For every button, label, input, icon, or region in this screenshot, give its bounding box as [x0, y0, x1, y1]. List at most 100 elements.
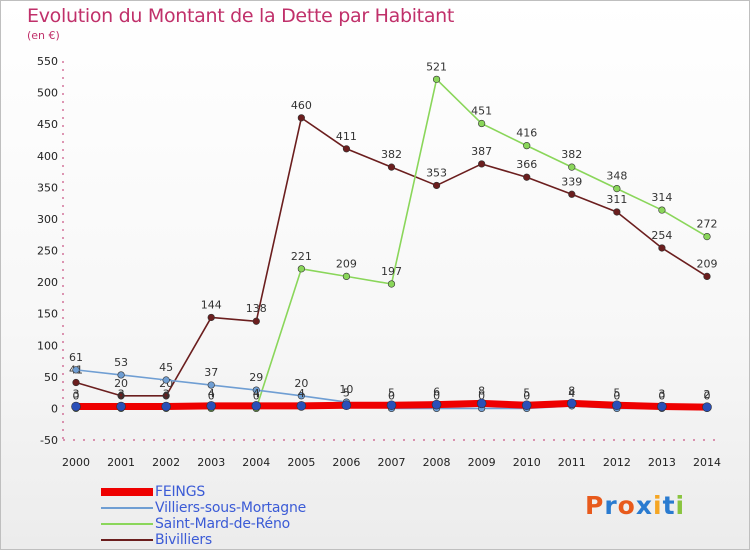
- data-label: 10: [339, 383, 353, 396]
- data-point: [251, 401, 262, 411]
- data-point: [72, 378, 80, 387]
- chart-unit: (en €): [27, 29, 60, 42]
- data-label: 0: [388, 389, 395, 402]
- data-point: [613, 184, 621, 193]
- data-point: [703, 233, 711, 241]
- data-label: 0: [613, 389, 620, 402]
- data-point: [523, 142, 531, 150]
- data-point: [657, 401, 667, 412]
- x-tick-label: 2005: [287, 456, 315, 469]
- y-tick-label: 300: [37, 213, 58, 226]
- data-label: 3: [73, 388, 80, 401]
- data-point: [658, 244, 666, 252]
- data-label: 3: [163, 388, 170, 401]
- data-point: [161, 401, 171, 412]
- data-point: [342, 272, 351, 280]
- data-point: [72, 366, 80, 374]
- data-label: 0: [433, 389, 440, 402]
- x-tick-label: 2010: [513, 456, 541, 469]
- data-label: 0: [73, 389, 80, 402]
- data-label: 411: [336, 130, 357, 143]
- data-label: 8: [478, 384, 485, 397]
- data-label: 382: [561, 148, 582, 161]
- x-tick-label: 2012: [603, 456, 631, 469]
- data-label: 382: [381, 148, 402, 161]
- data-point: [521, 400, 532, 411]
- data-label: 0: [704, 389, 711, 402]
- data-label: 5: [388, 386, 395, 399]
- x-tick-label: 2013: [648, 456, 676, 469]
- data-label: 3: [658, 388, 665, 401]
- y-tick-label: 450: [37, 118, 58, 131]
- data-label: 254: [651, 229, 672, 242]
- y-tick-label: 500: [37, 87, 58, 100]
- data-label: 348: [606, 170, 627, 183]
- y-tick-label: 350: [37, 181, 58, 194]
- data-label: 339: [561, 175, 582, 188]
- data-label: 272: [697, 218, 718, 231]
- data-label: 3: [118, 388, 125, 401]
- data-label: 2: [704, 388, 711, 401]
- data-label: 366: [516, 158, 537, 171]
- data-label: 221: [291, 250, 312, 263]
- data-label: 53: [114, 356, 128, 369]
- data-point: [252, 386, 260, 394]
- data-label: 37: [204, 366, 218, 379]
- logo-letter: o: [617, 491, 636, 520]
- data-point: [432, 75, 441, 83]
- data-label: 8: [568, 384, 575, 397]
- data-label: 387: [471, 145, 492, 158]
- data-label: 460: [291, 99, 312, 112]
- x-tick-label: 2009: [468, 456, 496, 469]
- y-tick-label: 250: [37, 245, 58, 258]
- data-point: [117, 392, 125, 400]
- logo-letter: i: [653, 491, 663, 520]
- data-label: 0: [478, 389, 485, 402]
- y-tick-label: 200: [37, 276, 58, 289]
- data-point: [297, 392, 305, 400]
- data-label: 0: [658, 389, 665, 402]
- x-tick-label: 2001: [107, 456, 135, 469]
- x-tick-label: 2007: [378, 456, 406, 469]
- data-label: 451: [471, 105, 492, 118]
- x-tick-label: 2008: [423, 456, 451, 469]
- data-label: 4: [298, 387, 305, 400]
- data-point: [162, 376, 170, 384]
- legend-swatch: [101, 539, 153, 541]
- data-point: [252, 317, 260, 325]
- data-point: [342, 145, 351, 153]
- data-label: 144: [201, 298, 222, 311]
- data-point: [703, 272, 711, 280]
- data-point: [431, 399, 442, 410]
- data-label: 138: [246, 302, 267, 315]
- data-point: [296, 401, 307, 411]
- y-tick-label: 550: [37, 55, 58, 68]
- data-point: [387, 280, 396, 288]
- data-label: 353: [426, 166, 447, 179]
- logo-letter: r: [604, 491, 618, 520]
- data-label: 5: [343, 386, 350, 399]
- x-tick-label: 2004: [242, 456, 270, 469]
- data-label: 5: [613, 386, 620, 399]
- data-label: 5: [523, 386, 530, 399]
- data-point: [207, 381, 215, 389]
- proxiti-logo: Proxiti: [585, 491, 685, 520]
- data-point: [476, 398, 487, 409]
- x-tick-label: 2011: [558, 456, 586, 469]
- data-label: 0: [208, 389, 215, 402]
- x-tick-label: 2006: [332, 456, 360, 469]
- data-point: [478, 160, 486, 168]
- data-label: 311: [606, 193, 627, 206]
- legend-label: FEINGS: [155, 484, 206, 500]
- data-point: [71, 401, 81, 412]
- data-point: [702, 402, 712, 412]
- y-tick-label: 100: [37, 339, 58, 352]
- data-label: 0: [253, 389, 260, 402]
- data-label: 61: [69, 351, 83, 364]
- data-point: [386, 400, 397, 411]
- data-label: 29: [249, 371, 263, 384]
- data-point: [297, 265, 305, 273]
- data-point: [387, 163, 396, 171]
